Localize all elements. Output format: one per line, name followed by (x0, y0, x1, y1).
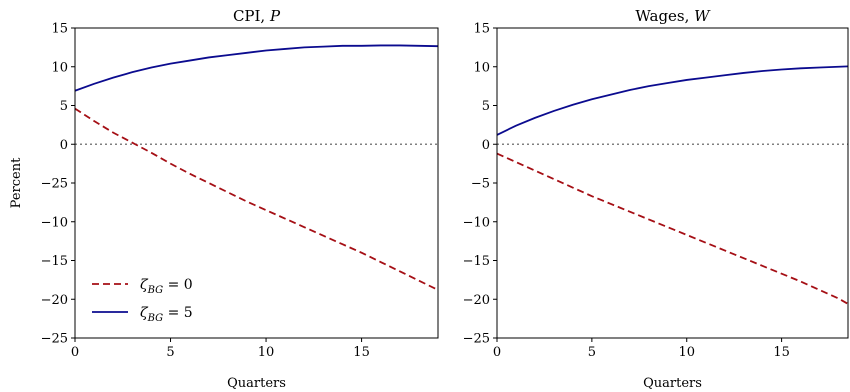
wages-xtick-label-2: 10 (678, 345, 695, 360)
cpi-xtick-label-3: 15 (353, 345, 370, 360)
cpi-ytick-label-3: 0 (60, 138, 68, 153)
wages-series-line-0 (496, 152, 849, 305)
wages-ytick-label-6: −15 (463, 254, 490, 269)
wages-xtick-label-0: 0 (493, 345, 501, 360)
cpi-ytick-label-1: 10 (51, 60, 68, 75)
cpi-ytick-label-2: 5 (60, 99, 68, 114)
cpi-plot-frame (74, 27, 439, 339)
wages-xtick-label-3: 15 (773, 345, 790, 360)
wages-ytick-label-5: −10 (463, 215, 490, 230)
wages-ytick-label-8: −25 (463, 332, 490, 347)
wages-plot-frame (496, 27, 849, 339)
wages-ytick-label-2: 5 (482, 99, 490, 114)
wages-ytick-label-7: −20 (463, 293, 490, 308)
wages-ytick-label-0: 15 (473, 22, 490, 37)
wages-ytick-label-3: 0 (482, 138, 490, 153)
wages-ytick-label-4: −5 (471, 177, 490, 192)
legend-label-0: ζBG = 0 (140, 277, 193, 296)
cpi-chart-title: CPI, P (233, 7, 281, 25)
wages-x-axis-label: Quarters (643, 376, 702, 391)
cpi-ytick-label-8: −25 (41, 332, 68, 347)
cpi-xtick-label-0: 0 (71, 345, 79, 360)
cpi-xtick-label-2: 10 (258, 345, 275, 360)
cpi-ytick-label-4: −25 (41, 177, 68, 192)
legend-label-1: ζBG = 5 (140, 305, 193, 324)
wages-series-line-1 (496, 65, 849, 136)
wages-xtick-label-1: 5 (588, 345, 596, 360)
cpi-xtick-label-1: 5 (166, 345, 174, 360)
cpi-ytick-label-0: 15 (51, 22, 68, 37)
cpi-series-line-1 (74, 44, 439, 92)
cpi-x-axis-label: Quarters (227, 376, 286, 391)
cpi-ytick-label-6: −15 (41, 254, 68, 269)
cpi-ytick-label-7: −20 (41, 293, 68, 308)
cpi-ytick-label-5: −10 (41, 215, 68, 230)
wages-ytick-label-1: 10 (473, 60, 490, 75)
cpi-series-line-0 (74, 107, 439, 291)
cpi-y-axis-label: Percent (9, 157, 24, 208)
wages-chart-title: Wages, W (635, 7, 711, 25)
